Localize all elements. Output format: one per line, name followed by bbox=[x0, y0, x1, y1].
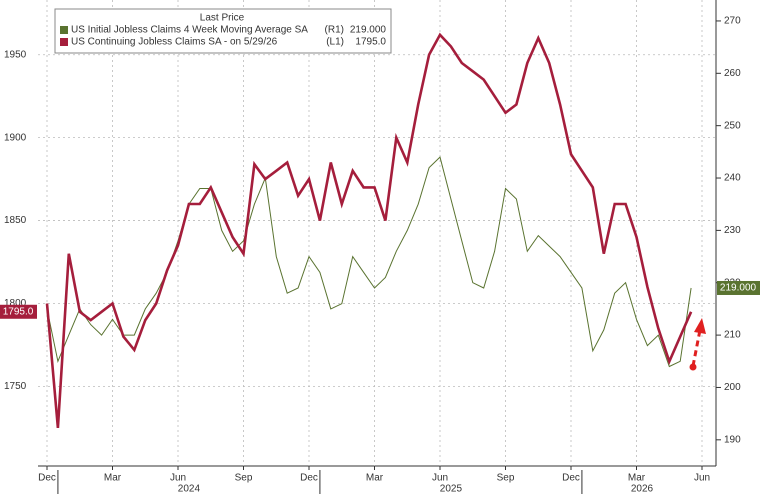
x-tick-label: Dec bbox=[38, 473, 56, 484]
legend-value: 219.000 bbox=[350, 25, 387, 36]
year-label: 2026 bbox=[631, 484, 654, 494]
x-tick-label: Mar bbox=[104, 473, 122, 484]
legend-axis-tag: (L1) bbox=[326, 37, 344, 48]
y-tick-label: 1800 bbox=[4, 298, 27, 309]
value-badge bbox=[0, 304, 37, 319]
year-label: 2025 bbox=[440, 484, 463, 494]
legend-box bbox=[54, 8, 392, 54]
x-tick-label: Mar bbox=[366, 473, 384, 484]
value-badge-label: 1795.0 bbox=[3, 306, 34, 317]
legend-value: 1795.0 bbox=[355, 37, 386, 48]
x-tick-label: Sep bbox=[497, 473, 515, 484]
y2-tick-label: 200 bbox=[724, 382, 741, 393]
y2-tick-label: 230 bbox=[724, 225, 741, 236]
y-tick-label: 1750 bbox=[4, 381, 27, 392]
y-tick-label: 1900 bbox=[4, 132, 27, 143]
x-tick-label: Dec bbox=[562, 473, 580, 484]
value-badge bbox=[717, 280, 760, 295]
year-label: 2024 bbox=[178, 484, 201, 494]
y2-tick-label: 250 bbox=[724, 120, 741, 131]
y-tick-label: 1850 bbox=[4, 215, 27, 226]
legend-axis-tag: (R1) bbox=[325, 25, 344, 36]
x-tick-label: Jun bbox=[170, 473, 186, 484]
y2-tick-label: 240 bbox=[724, 173, 741, 184]
x-tick-label: Mar bbox=[628, 473, 646, 484]
series-line bbox=[46, 156, 692, 368]
series-line bbox=[45, 32, 693, 429]
legend-swatch bbox=[60, 26, 68, 34]
legend-swatch bbox=[60, 38, 68, 46]
x-tick-label: Jun bbox=[432, 473, 448, 484]
legend-label: US Initial Jobless Claims 4 Week Moving … bbox=[71, 25, 308, 36]
value-badge-label: 219.000 bbox=[720, 283, 757, 294]
y2-tick-label: 210 bbox=[724, 330, 741, 341]
y2-tick-label: 260 bbox=[724, 68, 741, 79]
x-tick-label: Jun bbox=[694, 473, 710, 484]
arrow-annotation bbox=[689, 318, 706, 371]
y2-tick-label: 190 bbox=[724, 434, 741, 445]
legend-title: Last Price bbox=[200, 13, 245, 24]
x-tick-label: Sep bbox=[235, 473, 253, 484]
y-tick-label: 1950 bbox=[4, 49, 27, 60]
x-tick-label: Dec bbox=[300, 473, 318, 484]
y2-tick-label: 270 bbox=[724, 16, 741, 27]
legend-label: US Continuing Jobless Claims SA - on 5/2… bbox=[71, 37, 278, 48]
